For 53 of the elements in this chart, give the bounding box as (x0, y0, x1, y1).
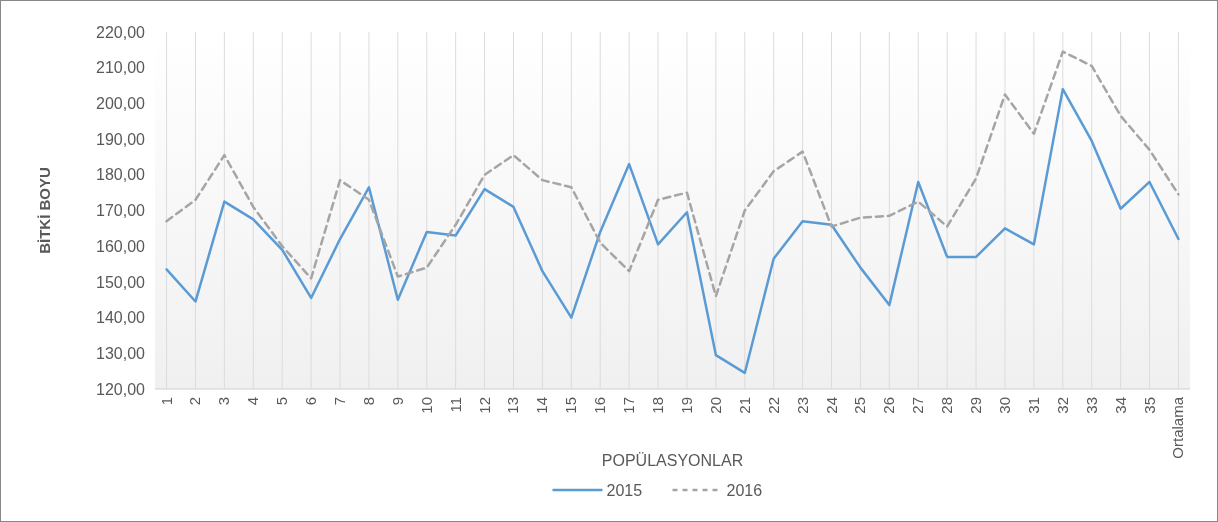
x-tick-label: 1 (157, 397, 175, 406)
x-tick-label: 6 (302, 397, 320, 406)
y-axis-title: BİTKİ BOYU (36, 167, 53, 254)
x-tick-label: 16 (591, 397, 609, 414)
x-tick-label: 12 (475, 397, 493, 414)
x-tick-label: 19 (677, 397, 695, 414)
line-series (165, 87, 1180, 375)
legend-label: 2015 (606, 481, 643, 499)
x-tick-label: 2 (186, 397, 204, 406)
x-tick-label: 9 (388, 397, 406, 406)
x-axis-title: POPÜLASYONLAR (601, 452, 744, 469)
y-tick-label: 200,00 (96, 95, 146, 112)
x-tick-label: 8 (359, 397, 377, 406)
x-tick-label: 31 (1024, 397, 1042, 414)
x-tick-label: 33 (1082, 397, 1100, 414)
y-tick-label: 170,00 (96, 202, 146, 220)
x-tick-label: 34 (1111, 397, 1129, 414)
legend-label: 2016 (726, 481, 763, 499)
x-tick-label: 20 (706, 397, 724, 414)
y-tick-label: 220,00 (96, 23, 146, 41)
x-tick-label: 23 (793, 397, 811, 414)
line-series (165, 50, 1180, 298)
x-tick-label: 25 (851, 397, 869, 414)
y-tick-label: 180,00 (96, 166, 146, 184)
y-tick-label: 210,00 (96, 59, 146, 77)
y-tick-label: 130,00 (96, 344, 146, 362)
x-tick-label: 26 (880, 397, 898, 414)
x-tick-label: 32 (1053, 397, 1071, 414)
x-tick-label: 22 (764, 397, 782, 414)
y-tick-label: 190,00 (96, 130, 146, 148)
x-tick-label: 17 (620, 397, 638, 414)
x-tick-label: 28 (938, 397, 956, 414)
x-tick-label: 3 (215, 397, 233, 406)
x-tick-label: 21 (735, 397, 753, 414)
x-tick-label: Ortalama (1169, 396, 1187, 459)
y-tick-label: 140,00 (96, 309, 146, 327)
y-tick-label: 160,00 (96, 237, 146, 255)
x-tick-label: 14 (533, 397, 551, 414)
x-tick-label: 4 (244, 397, 262, 406)
x-tick-label: 7 (331, 397, 349, 406)
x-tick-label: 10 (417, 397, 435, 414)
x-tick-label: 11 (446, 397, 464, 413)
y-tick-label: 120,00 (96, 380, 146, 398)
y-tick-label: 150,00 (96, 273, 146, 291)
x-tick-label: 18 (649, 397, 667, 414)
x-tick-label: 15 (562, 397, 580, 414)
x-tick-label: 30 (995, 397, 1013, 414)
x-tick-label: 24 (822, 397, 840, 414)
x-tick-label: 29 (967, 397, 985, 414)
x-tick-label: 13 (504, 397, 522, 414)
x-tick-label: 5 (273, 397, 291, 406)
x-tick-label: 35 (1140, 397, 1158, 414)
x-tick-label: 27 (909, 397, 927, 414)
